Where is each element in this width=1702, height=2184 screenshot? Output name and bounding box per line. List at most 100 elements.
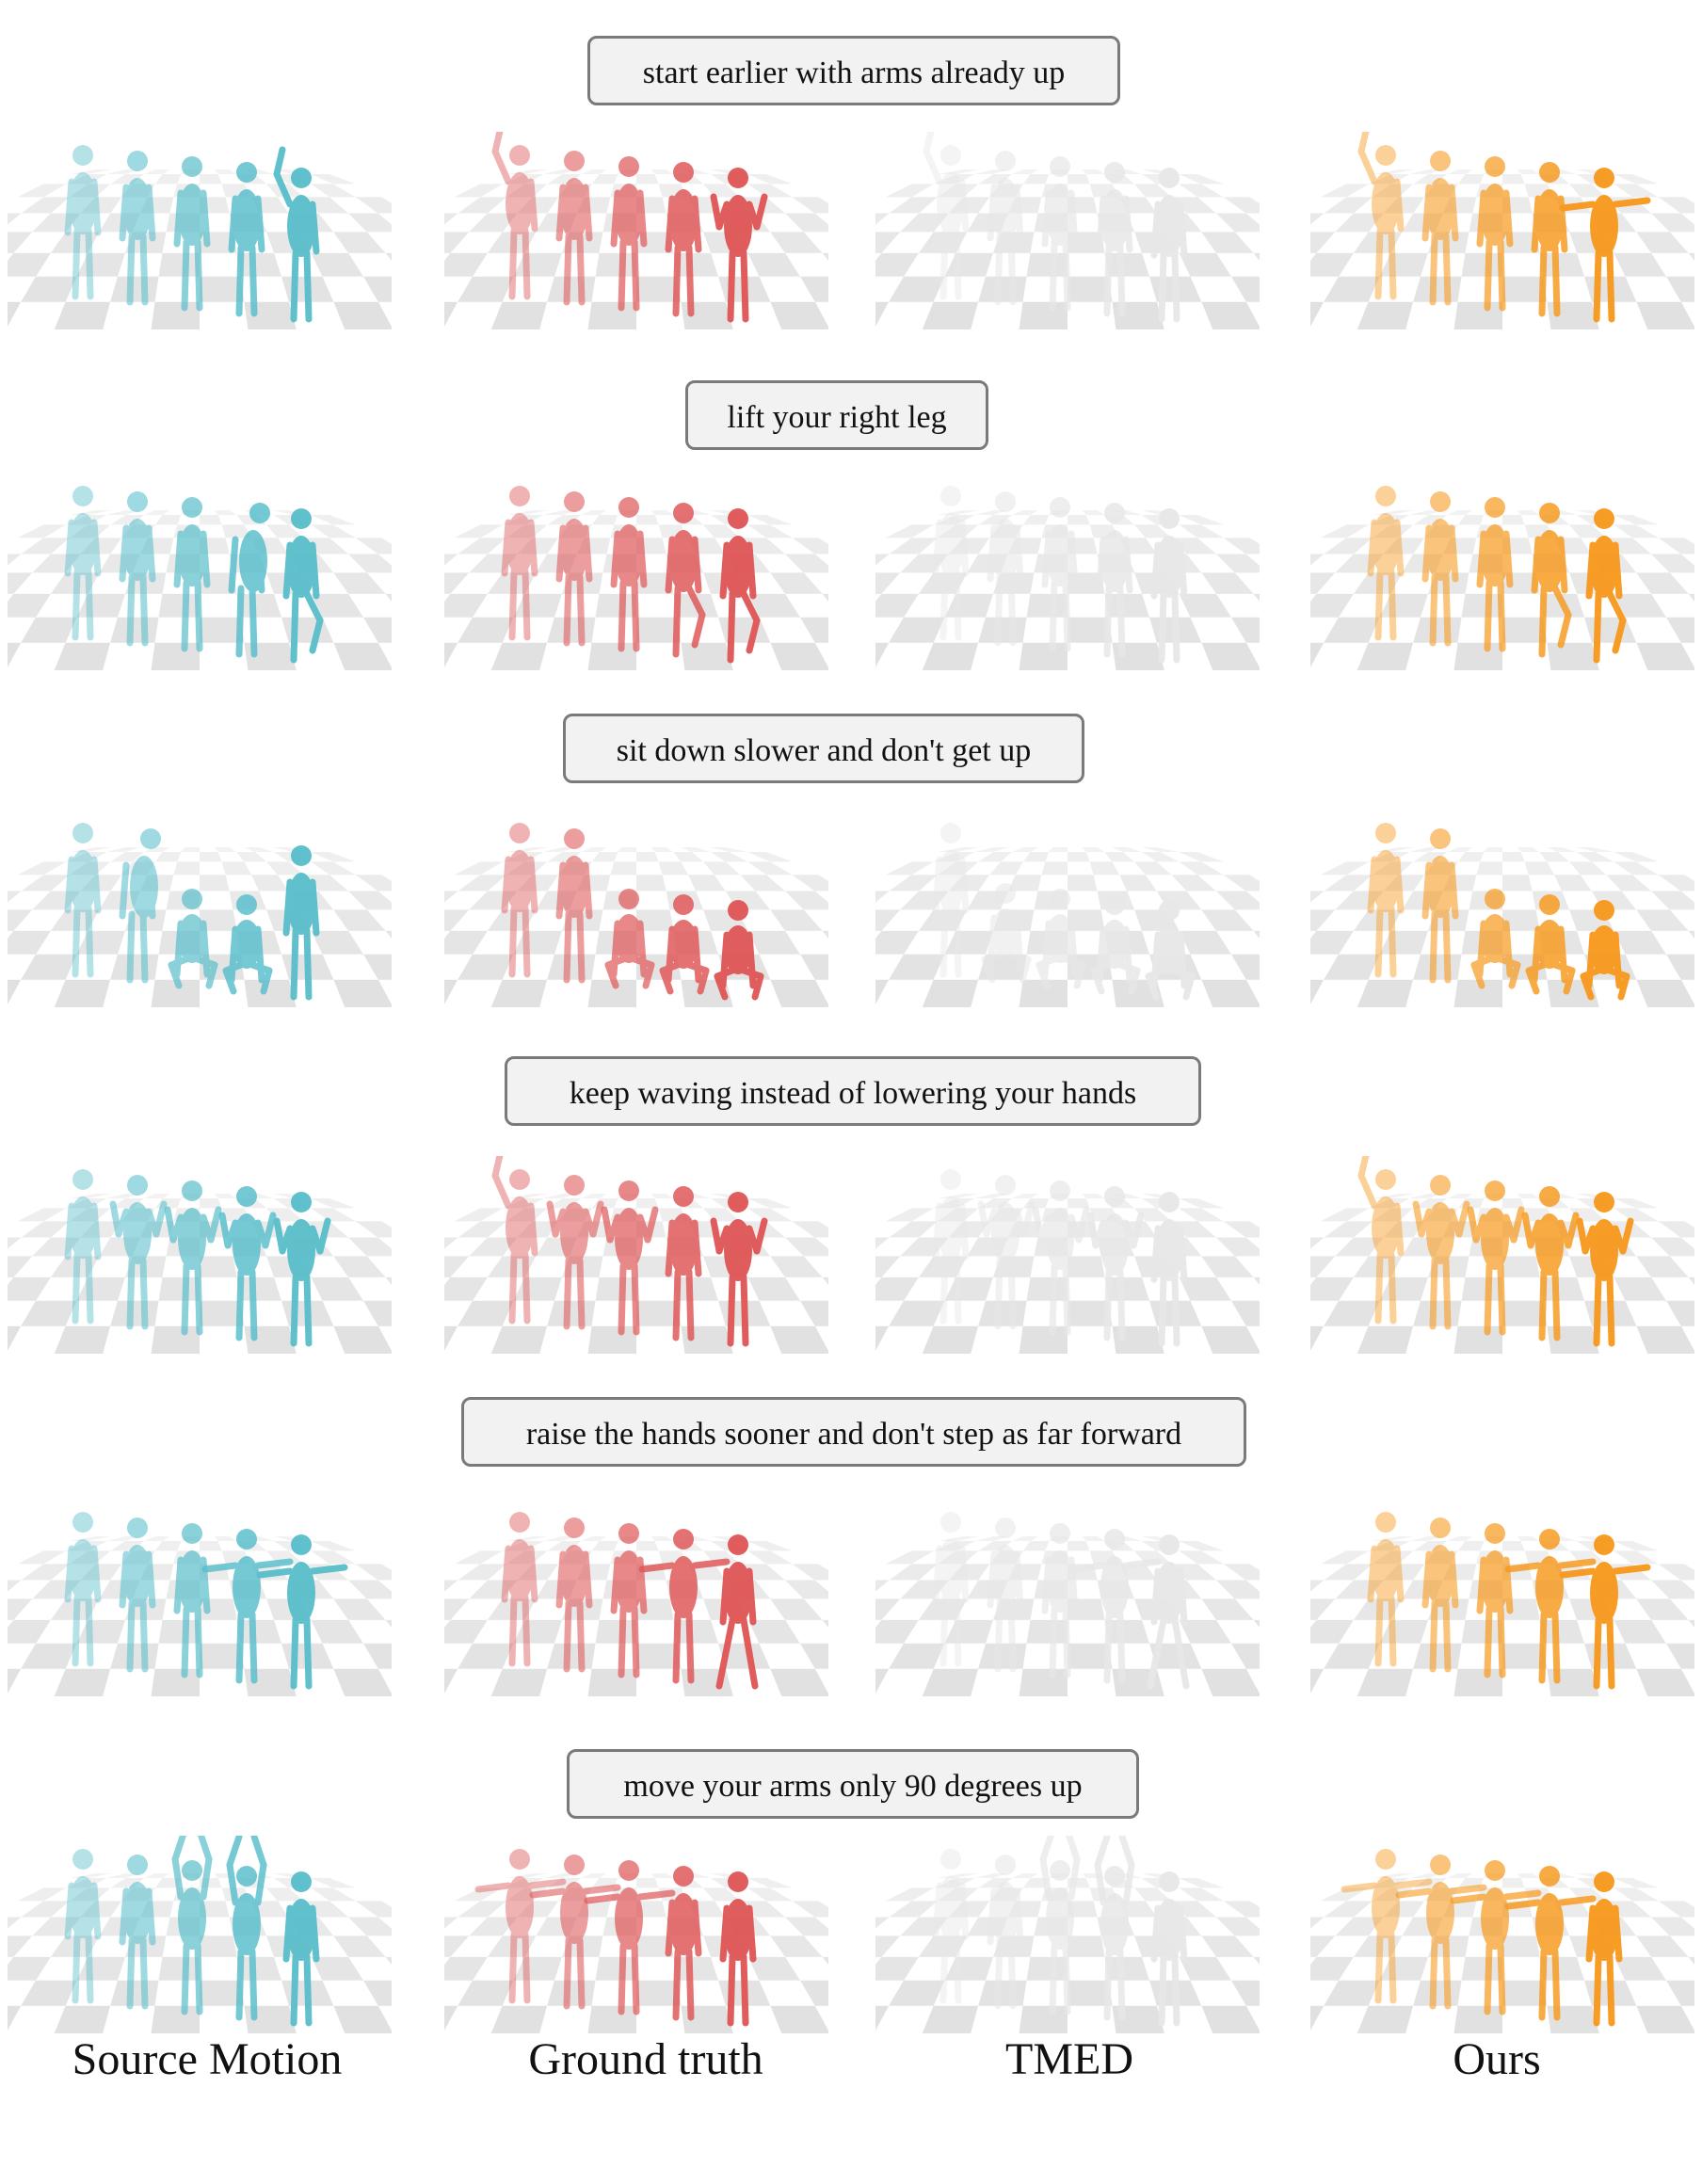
figure-ground-truth-frame-5 [710,1192,768,1347]
figure-ours-frame-3 [1470,889,1521,989]
figure-ground-truth-frame-4 [665,1186,702,1341]
panel-row5-tmed [875,1499,1260,1696]
figure-ours-frame-1 [1341,1849,1433,2004]
figure-ours-frame-2 [1421,491,1459,647]
figure-tmed-frame-3 [1032,1180,1090,1336]
figure-tmed-frame-2 [987,1518,1024,1673]
figure-ground-truth-frame-1 [474,1849,567,2004]
panel-row1-source [8,132,392,329]
panel-row5-source [8,1499,392,1696]
figure-source-frame-4 [226,1836,267,2021]
panel-row5-ours [1310,1499,1694,1696]
panel-row3-source [8,810,392,1007]
figure-ground-truth-frame-4 [665,162,702,317]
figure-ground-truth-frame-2 [555,1518,593,1673]
panel-row1-tmed [875,132,1260,329]
figure-ours-frame-5 [1576,1192,1634,1347]
figure-source-frame-4 [228,503,270,658]
figure-source-frame-3 [173,497,211,652]
figure-ground-truth-frame-2 [555,151,593,306]
figure-tmed-frame-2 [987,491,1024,647]
figure-tmed-frame-1 [923,132,970,300]
figure-tmed-frame-1 [932,486,970,641]
figure-tmed-frame-3 [1036,889,1086,989]
figure-tmed-frame-5 [1145,900,1196,1001]
figure-ground-truth-frame-3 [610,156,648,312]
figure-ground-truth-frame-4 [665,503,706,658]
caption-ours: Ours [1453,2034,1541,2084]
panel-row6-source [8,1836,392,2033]
figure-tmed-frame-1 [932,823,970,978]
panel-row6-tmed [875,1836,1260,2033]
figure-tmed-frame-5 [1150,168,1188,323]
caption-tmed: TMED [1005,2034,1133,2084]
figure-source-frame-3 [164,1180,222,1336]
figure-source-frame-1 [64,1169,102,1325]
figure-ground-truth-frame-1 [491,132,538,300]
figure-tmed-frame-4 [1096,503,1133,658]
figure-ground-truth-frame-1 [501,1512,538,1667]
figure-source-frame-5 [282,508,324,664]
prompt-box-6: move your arms only 90 degrees up [567,1749,1139,1819]
figure-ground-truth-frame-2 [529,1855,621,2010]
figure-ours-frame-1 [1367,1512,1405,1667]
panel-row2-ours [1310,473,1694,670]
figure-ground-truth-frame-4 [638,1529,731,1684]
figure-tmed-frame-3 [1039,1836,1081,2015]
figure-ours-frame-1 [1357,132,1405,300]
figure-tmed-frame-5 [1147,1534,1190,1690]
figure-ground-truth-frame-1 [501,823,538,978]
figure-source-frame-5 [273,1192,331,1347]
figure-tmed-frame-4 [1090,894,1141,995]
figure-ground-truth-frame-1 [501,486,538,641]
prompt-box-1: start earlier with arms already up [587,36,1120,105]
figure-source-frame-3 [171,1836,213,2015]
figure-ours-frame-3 [1476,156,1514,312]
figure-source-frame-2 [119,1855,156,2010]
figure-tmed-frame-4 [1094,1836,1135,2021]
figure-tmed-frame-1 [932,1849,970,2004]
figure-source-frame-4 [218,1186,277,1341]
figure-ours-frame-5 [1559,168,1651,323]
panel-row3-ours [1310,810,1694,1007]
figure-source-frame-5 [256,1534,348,1690]
figure-ours-frame-2 [1421,1518,1459,1673]
figure-source-frame-5 [273,146,320,323]
figure-ground-truth-frame-2 [555,828,593,984]
figure-tmed-frame-5 [1150,508,1188,664]
figure-ours-frame-3 [1476,1523,1514,1678]
figure-ours-frame-3 [1476,497,1514,652]
figure-ground-truth-frame-3 [584,1860,676,2015]
figure-source-frame-1 [64,1849,102,2004]
panel-row4-tmed [875,1156,1260,1354]
figure-source-frame-1 [64,823,102,978]
panel-row1-ours [1310,132,1694,329]
figure-ground-truth-frame-3 [604,889,655,989]
figure-tmed-frame-3 [1041,156,1079,312]
figure-tmed-frame-5 [1150,1871,1188,2027]
figure-ground-truth-frame-2 [555,491,593,647]
figure-tmed-frame-3 [1041,1523,1079,1678]
figure-tmed-frame-1 [932,1512,970,1667]
panel-row4-source [8,1156,392,1354]
figure-ours-frame-2 [1395,1855,1487,2010]
figure-ours-frame-4 [1525,894,1576,995]
figure-ours-frame-4 [1504,1529,1597,1684]
figure-ours-frame-5 [1585,1871,1623,2027]
figure-ours-frame-4 [1504,1866,1597,2021]
figure-ground-truth-frame-4 [665,1866,702,2021]
panel-row2-tmed [875,473,1260,670]
figure-source-frame-2 [119,1518,156,1673]
figure-ours-frame-5 [1585,508,1627,664]
figure-tmed-frame-4 [1086,1186,1145,1341]
figure-tmed-frame-2 [987,151,1024,306]
figure-ground-truth-frame-5 [719,1871,757,2027]
figure-source-frame-3 [173,1523,211,1678]
panel-row5-ground-truth [444,1499,828,1696]
figure-ours-frame-4 [1531,162,1568,317]
figure-ours-frame-2 [1412,1175,1470,1330]
figure-ours-frame-3 [1467,1180,1525,1336]
figure-tmed-frame-2 [987,1855,1024,2010]
figure-ground-truth-frame-3 [610,497,648,652]
figure-ground-truth-frame-3 [601,1180,659,1336]
